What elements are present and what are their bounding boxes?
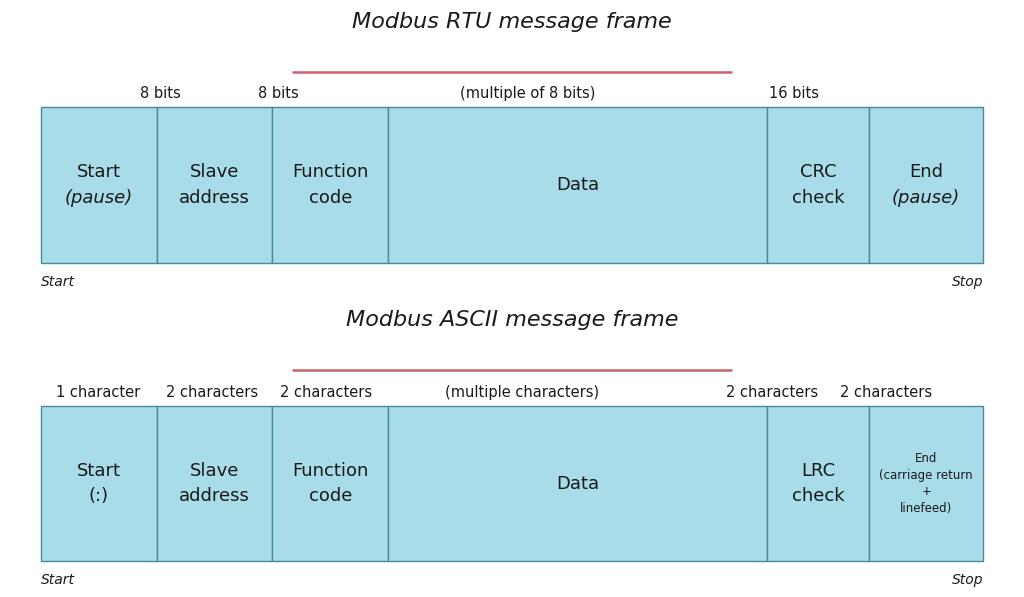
Text: (multiple characters): (multiple characters) [445,385,599,400]
Text: Modbus RTU message frame: Modbus RTU message frame [352,12,672,32]
Text: (carriage return: (carriage return [880,469,973,482]
Text: End: End [909,164,943,181]
Text: 2 characters: 2 characters [726,385,818,400]
Bar [869,406,983,561]
Text: Slave: Slave [189,164,240,181]
Text: Stop: Stop [951,275,983,288]
Bar [157,107,272,263]
Text: LRC: LRC [801,462,836,480]
Text: (:): (:) [89,487,109,505]
Text: Function: Function [292,164,369,181]
Text: Start: Start [77,462,121,480]
Bar [41,107,157,263]
Text: address: address [179,487,250,505]
Text: Modbus ASCII message frame: Modbus ASCII message frame [346,310,678,331]
Text: Slave: Slave [189,462,240,480]
Bar [767,406,869,561]
Text: code: code [308,189,352,207]
Text: check: check [792,189,845,207]
Text: Start: Start [41,275,75,288]
Text: (multiple of 8 bits): (multiple of 8 bits) [460,87,595,101]
Bar [41,406,157,561]
Bar [767,107,869,263]
Text: linefeed): linefeed) [900,502,952,515]
Text: 1 character: 1 character [56,385,140,400]
Text: 8 bits: 8 bits [140,87,181,101]
Bar [869,107,983,263]
Bar [388,107,767,263]
Text: code: code [308,487,352,505]
Text: Start: Start [41,573,75,587]
Text: 16 bits: 16 bits [769,87,818,101]
Bar [157,406,272,561]
Text: Stop: Stop [951,573,983,587]
Text: check: check [792,487,845,505]
Text: 2 characters: 2 characters [280,385,372,400]
Text: +: + [922,485,931,498]
Text: (pause): (pause) [892,189,961,207]
Text: Data: Data [556,176,599,194]
Text: 8 bits: 8 bits [258,87,299,101]
Text: 2 characters: 2 characters [166,385,258,400]
Text: (pause): (pause) [65,189,133,207]
Text: address: address [179,189,250,207]
Text: End: End [915,453,937,465]
Bar [272,107,388,263]
Text: 2 characters: 2 characters [840,385,932,400]
Bar [272,406,388,561]
Text: Start: Start [77,164,121,181]
Text: Function: Function [292,462,369,480]
Text: CRC: CRC [800,164,837,181]
Bar [388,406,767,561]
Text: Data: Data [556,475,599,493]
